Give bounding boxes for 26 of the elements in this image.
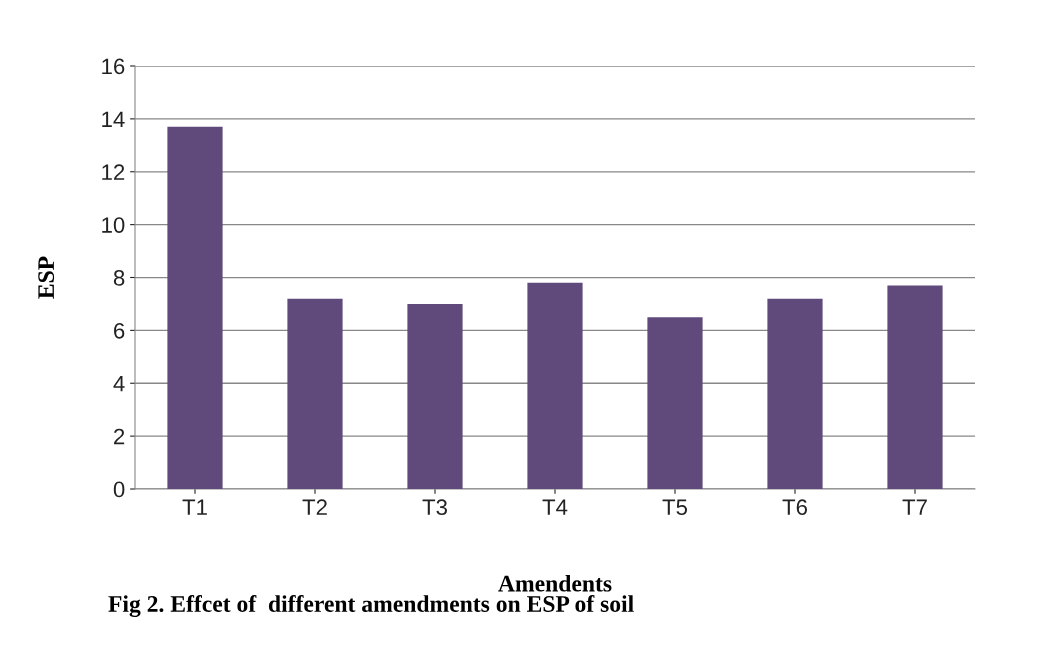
y-tick-label: 12 [102, 164, 125, 180]
y-tick-label: 2 [114, 428, 125, 445]
x-axis-title: Amendents [498, 574, 612, 592]
bar [767, 298, 823, 489]
bar [647, 317, 703, 489]
x-tick-label: T1 [182, 499, 207, 515]
y-tick-label: 6 [114, 322, 125, 339]
x-tick-label: T2 [302, 499, 327, 515]
bar [407, 303, 463, 489]
x-tick-label: T3 [422, 499, 447, 516]
x-tick-label: T5 [662, 499, 688, 516]
y-tick-label: 14 [102, 111, 125, 127]
bar [167, 126, 223, 489]
x-tick-label: T7 [902, 499, 927, 515]
y-axis-title: ESP [38, 256, 55, 299]
y-tick-label: 4 [113, 376, 125, 392]
x-tick-label: T4 [542, 499, 568, 515]
bar [527, 282, 583, 489]
caption: Fig 2. Effcet of different amendments on ESP of soil [108, 595, 634, 617]
x-tick-label: T6 [782, 499, 807, 516]
y-tick-label: 8 [113, 270, 125, 286]
bar [287, 298, 343, 489]
y-tick-label: 16 [102, 58, 125, 75]
y-tick-label: 0 [113, 481, 125, 498]
y-tick-label: 10 [102, 217, 125, 233]
bar [887, 285, 943, 489]
